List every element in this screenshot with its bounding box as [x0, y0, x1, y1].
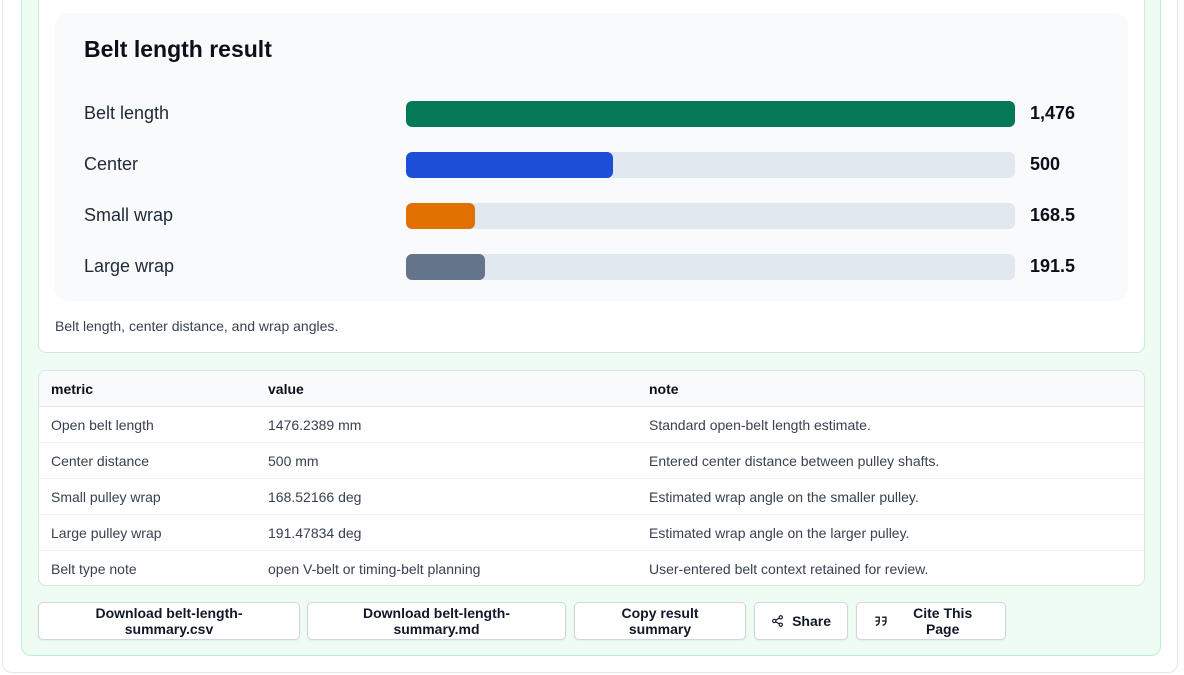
- download-csv-label: Download belt-length-summary.csv: [95, 605, 243, 637]
- table-cell: Small pulley wrap: [39, 478, 256, 515]
- results-table: metric value note Open belt length 1476.…: [39, 371, 1144, 586]
- bar-row-center: Center 500: [0, 151, 1184, 179]
- table-cell: Estimated wrap angle on the smaller pull…: [637, 478, 1144, 515]
- share-label: Share: [792, 613, 831, 629]
- bar-label: Small wrap: [84, 205, 174, 225]
- chart-title: Belt length result: [84, 36, 272, 62]
- results-table-card: metric value note Open belt length 1476.…: [38, 370, 1145, 586]
- copy-summary-label: Copy result summary: [621, 605, 699, 637]
- bar-track: [406, 152, 1015, 178]
- chart-caption: Belt length, center distance, and wrap a…: [55, 318, 339, 334]
- bar-row-small-wrap: Small wrap 168.5: [0, 202, 1184, 230]
- table-row: Belt type note open V-belt or timing-bel…: [39, 551, 1144, 586]
- bar-label: Belt length: [84, 103, 170, 123]
- quote-icon: [875, 616, 887, 626]
- bar-label: Center: [84, 154, 139, 174]
- download-md-button[interactable]: Download belt-length-summary.md: [307, 602, 566, 640]
- table-cell: Belt type note: [51, 560, 137, 577]
- table-cell: Standard open-belt length estimate.: [637, 406, 1144, 443]
- bar-value: 500: [1030, 154, 1061, 174]
- bar-fill-large-wrap: [406, 254, 485, 280]
- bar-row-belt-length: Belt length 1,476: [0, 100, 1184, 128]
- table-cell: Open belt length: [39, 406, 256, 443]
- copy-summary-button[interactable]: Copy result summary: [574, 602, 746, 640]
- bar-track: [406, 203, 1015, 229]
- cite-page-button[interactable]: Cite This Page: [856, 602, 1006, 640]
- bar-fill-center: [406, 152, 613, 178]
- bar-value: 168.5: [1030, 205, 1076, 225]
- bar-row-large-wrap: Large wrap 191.5: [0, 253, 1184, 281]
- table-row: Large pulley wrap 191.47834 deg Estimate…: [39, 514, 1144, 551]
- table-cell: open V-belt or timing-belt planning: [268, 560, 481, 577]
- table-cell: 500 mm: [256, 442, 637, 479]
- table-cell: Estimated wrap angle on the larger pulle…: [637, 514, 1144, 551]
- column-header-value: value: [256, 371, 637, 407]
- table-header-row: metric value note: [39, 371, 1144, 407]
- bar-fill-belt-length: [406, 101, 1015, 127]
- bar-track: [406, 254, 1015, 280]
- table-cell: Entered center distance between pulley s…: [637, 442, 1144, 479]
- share-button[interactable]: Share: [754, 602, 848, 640]
- column-header-metric: metric: [39, 371, 256, 407]
- table-cell: Center distance: [39, 442, 256, 479]
- download-csv-button[interactable]: Download belt-length-summary.csv: [38, 602, 300, 640]
- bar-value: 191.5: [1030, 256, 1076, 276]
- bar-label: Large wrap: [84, 256, 175, 276]
- bar-fill-small-wrap: [406, 203, 475, 229]
- table-row: Small pulley wrap 168.52166 deg Estimate…: [39, 478, 1144, 515]
- table-row: Center distance 500 mm Entered center di…: [39, 442, 1144, 479]
- column-header-note: note: [637, 371, 1144, 407]
- table-cell: 168.52166 deg: [256, 478, 637, 515]
- table-row: Open belt length 1476.2389 mm Standard o…: [39, 406, 1144, 443]
- download-md-label: Download belt-length-summary.md: [363, 605, 510, 637]
- table-cell: User-entered belt context retained for r…: [649, 560, 929, 577]
- share-icon: [772, 615, 784, 627]
- bar-value: 1,476: [1030, 103, 1076, 123]
- cite-page-label: Cite This Page: [913, 605, 973, 637]
- bar-track: [406, 101, 1015, 127]
- table-cell: 1476.2389 mm: [256, 406, 637, 443]
- table-cell: 191.47834 deg: [256, 514, 637, 551]
- table-cell: Large pulley wrap: [39, 514, 256, 551]
